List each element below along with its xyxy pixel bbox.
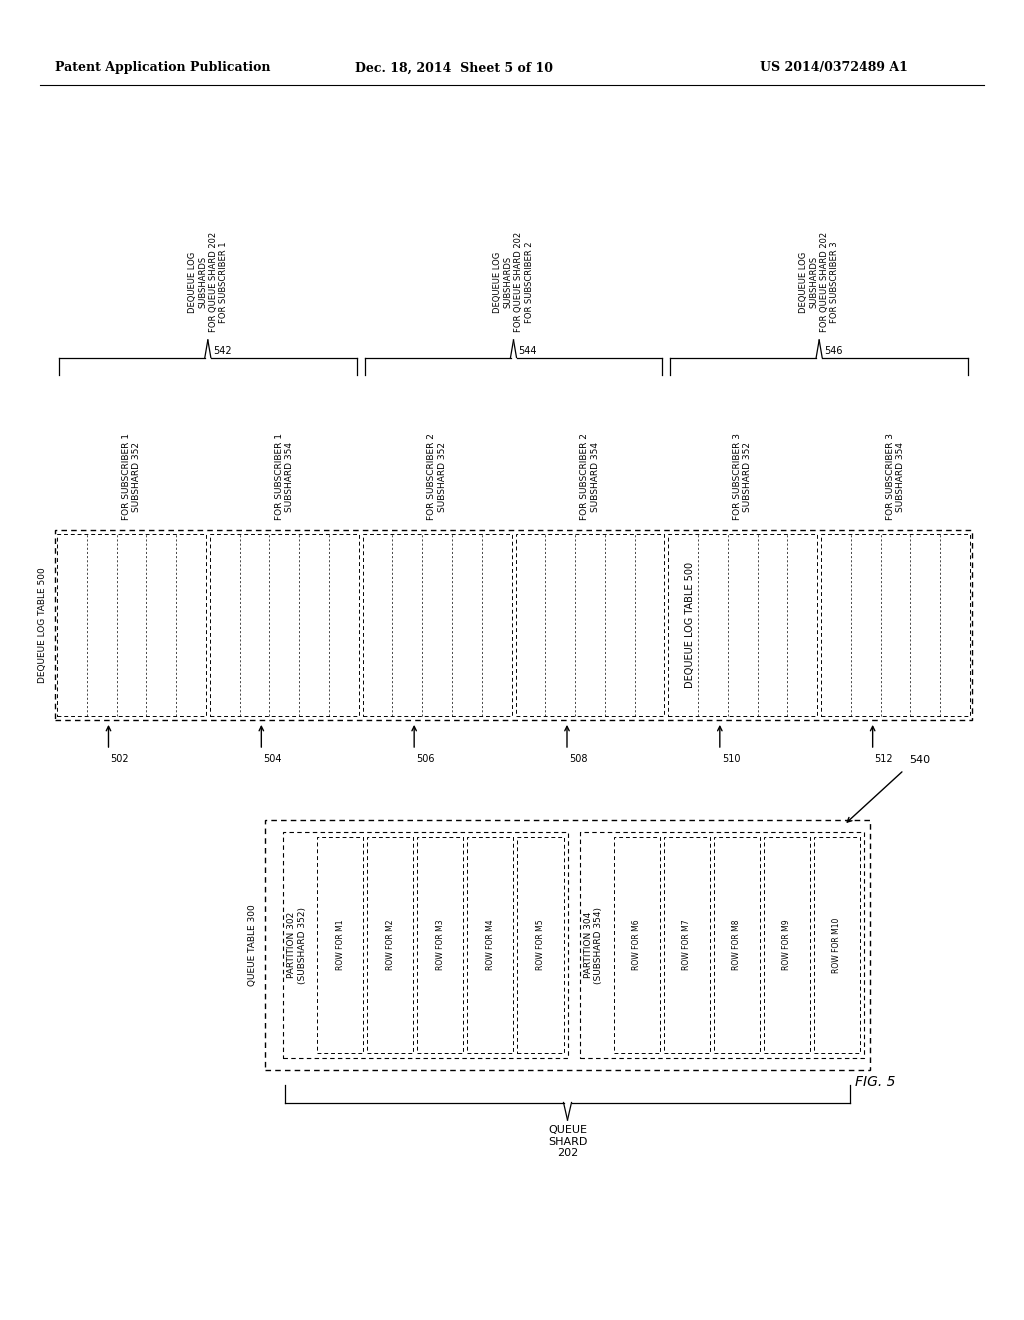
Bar xyxy=(613,837,659,1053)
Text: FOR SUBSCRIBER 1
SUBSHARD 354: FOR SUBSCRIBER 1 SUBSHARD 354 xyxy=(274,433,294,520)
Text: QUEUE
SHARD
202: QUEUE SHARD 202 xyxy=(548,1125,587,1158)
Bar xyxy=(417,837,463,1053)
Text: DEQUEUE LOG
SUBSHARDS
FOR QUEUE SHARD 202
FOR SUBSCRIBER 1: DEQUEUE LOG SUBSHARDS FOR QUEUE SHARD 20… xyxy=(187,232,228,333)
Text: ROW FOR M4: ROW FOR M4 xyxy=(485,920,495,970)
Text: FOR SUBSCRIBER 2
SUBSHARD 354: FOR SUBSCRIBER 2 SUBSHARD 354 xyxy=(581,433,600,520)
Bar xyxy=(580,832,864,1059)
Bar xyxy=(669,535,817,715)
Bar xyxy=(515,535,665,715)
Text: ROW FOR M9: ROW FOR M9 xyxy=(782,920,792,970)
Text: 508: 508 xyxy=(569,754,588,764)
Text: 544: 544 xyxy=(518,346,537,355)
Text: 506: 506 xyxy=(416,754,434,764)
Bar xyxy=(57,535,206,715)
Text: FOR SUBSCRIBER 3
SUBSHARD 354: FOR SUBSCRIBER 3 SUBSHARD 354 xyxy=(886,433,905,520)
Text: US 2014/0372489 A1: US 2014/0372489 A1 xyxy=(760,62,908,74)
Bar xyxy=(664,837,710,1053)
Text: ROW FOR M7: ROW FOR M7 xyxy=(682,920,691,970)
Text: ROW FOR M10: ROW FOR M10 xyxy=(833,917,842,973)
Bar xyxy=(814,837,860,1053)
Bar xyxy=(362,535,512,715)
Bar xyxy=(367,837,414,1053)
Text: ROW FOR M1: ROW FOR M1 xyxy=(336,920,344,970)
Text: FOR SUBSCRIBER 2
SUBSHARD 352: FOR SUBSCRIBER 2 SUBSHARD 352 xyxy=(427,433,446,520)
Text: 502: 502 xyxy=(111,754,129,764)
Text: Patent Application Publication: Patent Application Publication xyxy=(55,62,270,74)
Text: ROW FOR M8: ROW FOR M8 xyxy=(732,920,741,970)
Bar xyxy=(764,837,810,1053)
Text: ROW FOR M5: ROW FOR M5 xyxy=(536,920,545,970)
Text: 540: 540 xyxy=(909,755,930,766)
Text: DEQUEUE LOG TABLE 500: DEQUEUE LOG TABLE 500 xyxy=(685,562,695,688)
Bar xyxy=(517,837,563,1053)
Text: FOR SUBSCRIBER 1
SUBSHARD 352: FOR SUBSCRIBER 1 SUBSHARD 352 xyxy=(122,433,141,520)
Text: ROW FOR M2: ROW FOR M2 xyxy=(386,920,394,970)
Bar xyxy=(714,837,760,1053)
Text: PARTITION 302
(SUBSHARD 352): PARTITION 302 (SUBSHARD 352) xyxy=(288,907,307,983)
Text: 510: 510 xyxy=(722,754,740,764)
Text: QUEUE TABLE 300: QUEUE TABLE 300 xyxy=(248,904,257,986)
Text: FIG. 5: FIG. 5 xyxy=(855,1074,896,1089)
Text: DEQUEUE LOG TABLE 500: DEQUEUE LOG TABLE 500 xyxy=(38,568,47,682)
Text: ROW FOR M3: ROW FOR M3 xyxy=(436,920,444,970)
Text: 542: 542 xyxy=(213,346,231,355)
Text: DEQUEUE LOG
SUBSHARDS
FOR QUEUE SHARD 202
FOR SUBSCRIBER 2: DEQUEUE LOG SUBSHARDS FOR QUEUE SHARD 20… xyxy=(494,232,534,333)
Text: 504: 504 xyxy=(263,754,282,764)
Bar xyxy=(55,531,972,719)
Bar xyxy=(821,535,970,715)
Text: 546: 546 xyxy=(824,346,843,355)
Text: FOR SUBSCRIBER 3
SUBSHARD 352: FOR SUBSCRIBER 3 SUBSHARD 352 xyxy=(733,433,753,520)
Text: ROW FOR M6: ROW FOR M6 xyxy=(632,920,641,970)
Bar xyxy=(467,837,513,1053)
Bar xyxy=(265,820,870,1071)
Text: 512: 512 xyxy=(874,754,893,764)
Bar xyxy=(317,837,364,1053)
Text: Dec. 18, 2014  Sheet 5 of 10: Dec. 18, 2014 Sheet 5 of 10 xyxy=(355,62,553,74)
Text: PARTITION 304
(SUBSHARD 354): PARTITION 304 (SUBSHARD 354) xyxy=(584,907,603,983)
Bar xyxy=(210,535,358,715)
Text: DEQUEUE LOG
SUBSHARDS
FOR QUEUE SHARD 202
FOR SUBSCRIBER 3: DEQUEUE LOG SUBSHARDS FOR QUEUE SHARD 20… xyxy=(799,232,840,333)
Bar xyxy=(283,832,567,1059)
